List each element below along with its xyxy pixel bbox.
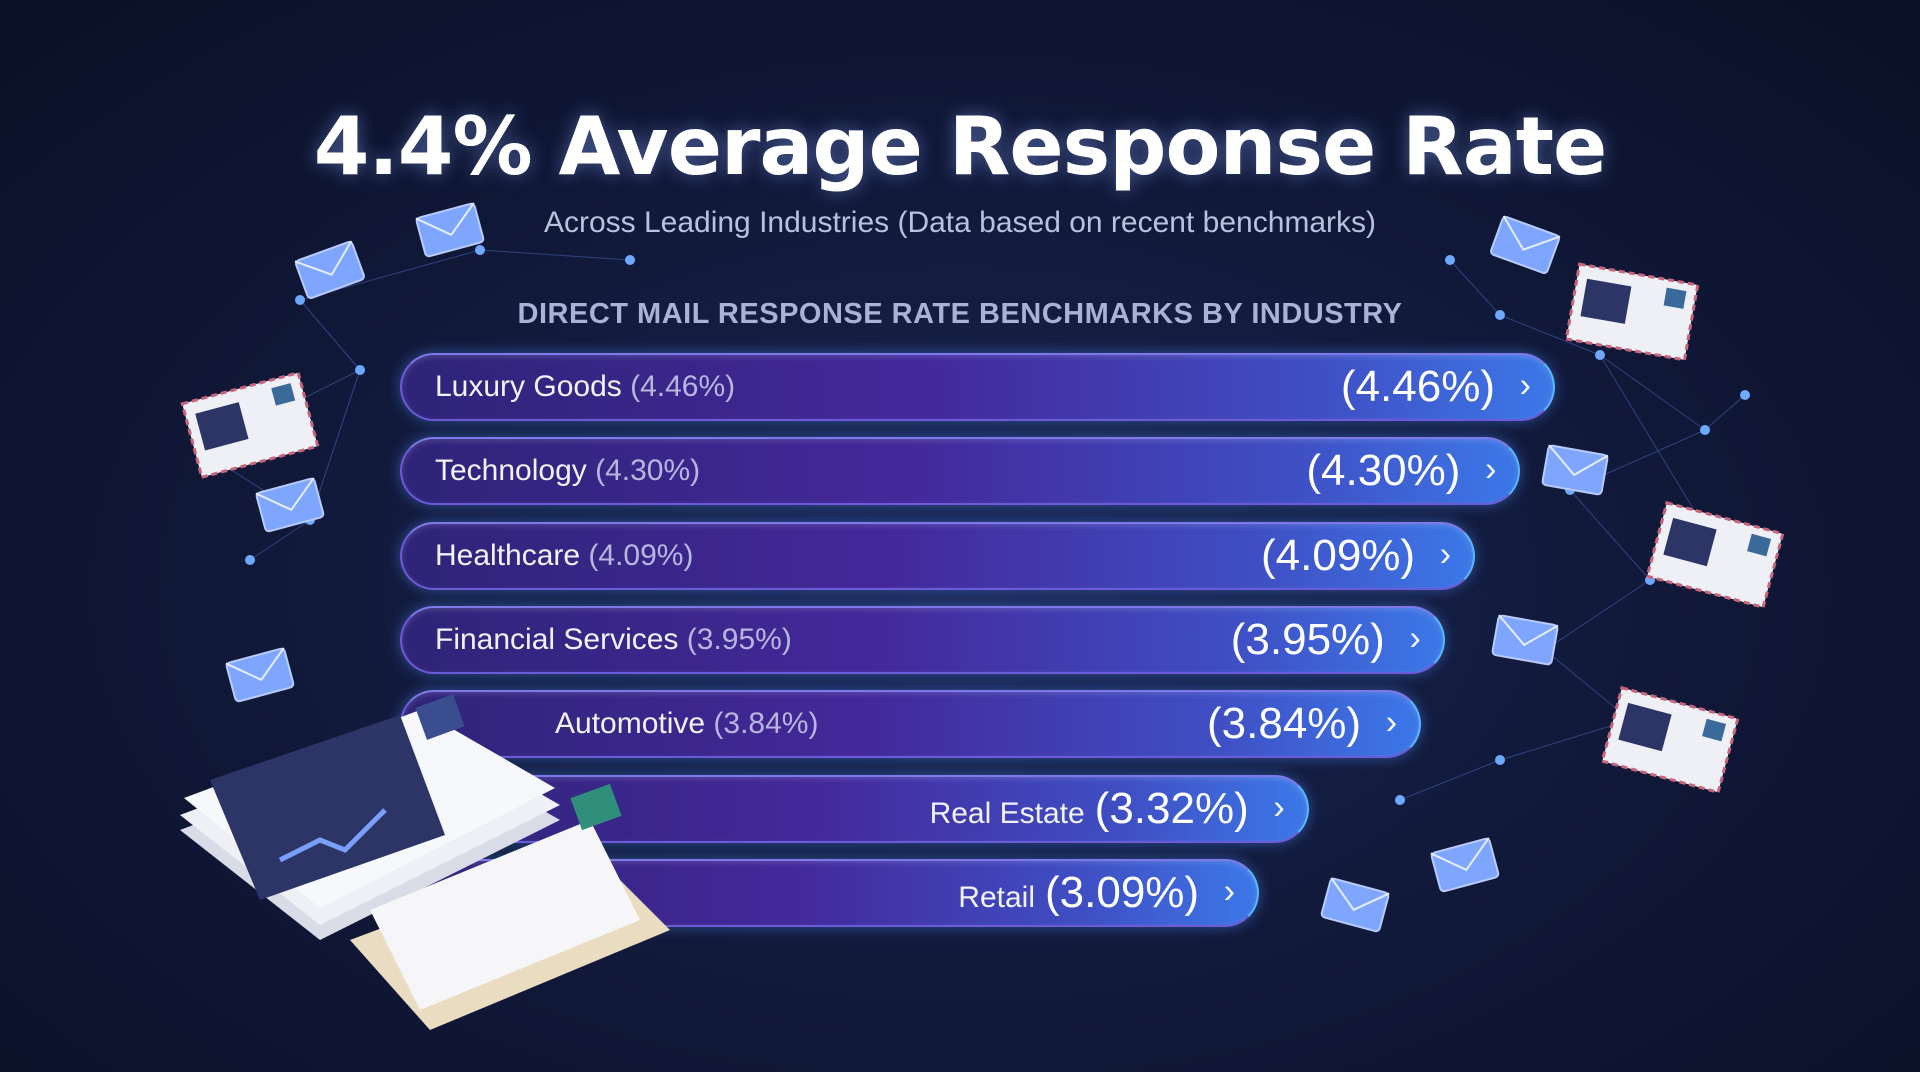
category-name: Healthcare bbox=[435, 538, 589, 572]
network-node-icon bbox=[1445, 255, 1455, 265]
network-node-icon bbox=[1595, 350, 1605, 360]
chevron-right-icon[interactable]: › bbox=[1485, 451, 1497, 490]
page-subtitle: Across Leading Industries (Data based on… bbox=[543, 206, 1377, 239]
network-node-icon bbox=[295, 295, 305, 305]
category-name: Real Estate bbox=[929, 796, 1085, 830]
category-value: (4.09%) bbox=[588, 538, 694, 572]
bar-label: Automotive (3.84%) bbox=[555, 707, 818, 741]
network-link bbox=[1544, 579, 1651, 651]
network-link bbox=[1599, 354, 1701, 521]
category-name: Luxury Goods bbox=[435, 370, 631, 403]
network-node-icon bbox=[355, 365, 365, 375]
category-value: (4.46%) bbox=[630, 370, 736, 403]
network-link bbox=[1449, 259, 1501, 316]
chevron-right-icon[interactable]: › bbox=[1273, 788, 1285, 827]
network-link bbox=[1599, 354, 1706, 431]
mail-pile-illustration bbox=[180, 694, 670, 1030]
postcard-icon bbox=[1600, 685, 1740, 795]
network-node-icon bbox=[245, 555, 255, 565]
page-title: 4.4% Average Response Rate bbox=[313, 100, 1607, 193]
envelope-icon bbox=[1491, 614, 1559, 666]
data-label: (3.32%) bbox=[1094, 783, 1249, 833]
chevron-right-icon[interactable]: › bbox=[1223, 872, 1236, 911]
network-node-icon bbox=[1740, 390, 1750, 400]
envelope-icon bbox=[255, 477, 325, 533]
data-label: (3.09%) bbox=[1045, 867, 1200, 917]
envelope-icon bbox=[1430, 837, 1500, 893]
bar-healthcare[interactable]: Healthcare (4.09%) (4.09%) › bbox=[400, 521, 1476, 590]
network-node-icon bbox=[625, 255, 635, 265]
bar-label: Technology (4.30%) bbox=[435, 454, 700, 488]
bar-label: Luxury Goods (4.46%) bbox=[435, 370, 735, 404]
chevron-right-icon[interactable]: › bbox=[1519, 366, 1531, 405]
data-label: (3.95%) bbox=[1230, 614, 1385, 664]
bar-label: Retail (3.09%) bbox=[958, 868, 1199, 918]
bar-luxury-goods[interactable]: Luxury Goods (4.46%) (4.46%) › bbox=[400, 353, 1555, 421]
category-name: Technology bbox=[435, 454, 596, 488]
postcard-icon bbox=[1645, 500, 1785, 610]
bar-financial-services[interactable]: Financial Services (3.95%) (3.95%) › bbox=[400, 605, 1445, 674]
network-node-icon bbox=[1395, 795, 1405, 805]
envelope-icon bbox=[1320, 877, 1390, 933]
envelope-icon bbox=[1490, 215, 1561, 274]
postcard-icon bbox=[180, 370, 320, 480]
envelope-icon bbox=[350, 783, 670, 1030]
network-link bbox=[299, 299, 361, 371]
bar-automotive[interactable]: Automotive (3.84%) (3.84%) › bbox=[400, 690, 1422, 759]
bar-label: Healthcare (4.09%) bbox=[435, 539, 693, 573]
category-value: (4.30%) bbox=[595, 454, 701, 488]
data-label: (4.46%) bbox=[1340, 362, 1495, 411]
network-node-icon bbox=[475, 245, 485, 255]
chevron-right-icon[interactable]: › bbox=[1439, 535, 1452, 574]
envelope-icon bbox=[225, 647, 295, 703]
bar-label: Financial Services (3.95%) bbox=[435, 623, 792, 657]
category-value: (3.84%) bbox=[713, 707, 819, 741]
network-node-icon bbox=[1495, 755, 1505, 765]
network-link bbox=[249, 519, 311, 561]
network-link bbox=[1704, 394, 1746, 431]
chart-title: DIRECT MAIL RESPONSE RATE BENCHMARKS BY … bbox=[517, 298, 1403, 330]
data-label: (3.84%) bbox=[1207, 699, 1362, 749]
network-link bbox=[1499, 314, 1601, 356]
network-node-icon bbox=[1700, 425, 1710, 435]
network-link bbox=[479, 249, 631, 261]
category-name: Retail bbox=[958, 880, 1035, 914]
envelope-icon bbox=[415, 202, 485, 258]
envelope-icon bbox=[1541, 444, 1609, 496]
postcard-stack-icon bbox=[180, 694, 560, 940]
category-name: Financial Services bbox=[435, 622, 687, 656]
envelope-icon bbox=[294, 240, 365, 299]
chevron-right-icon[interactable]: › bbox=[1385, 703, 1398, 742]
data-label: (4.30%) bbox=[1306, 446, 1461, 496]
network-link bbox=[1399, 759, 1501, 801]
category-name: Automotive bbox=[555, 707, 714, 741]
bar-technology[interactable]: Technology (4.30%) (4.30%) › bbox=[400, 437, 1521, 506]
category-value: (3.95%) bbox=[686, 622, 792, 656]
bar-label: Real Estate (3.32%) bbox=[930, 784, 1249, 834]
network-link bbox=[1499, 719, 1631, 761]
network-link bbox=[1569, 489, 1651, 581]
data-label: (4.09%) bbox=[1261, 530, 1416, 580]
chevron-right-icon[interactable]: › bbox=[1409, 619, 1421, 658]
network-node-icon bbox=[1495, 310, 1505, 320]
